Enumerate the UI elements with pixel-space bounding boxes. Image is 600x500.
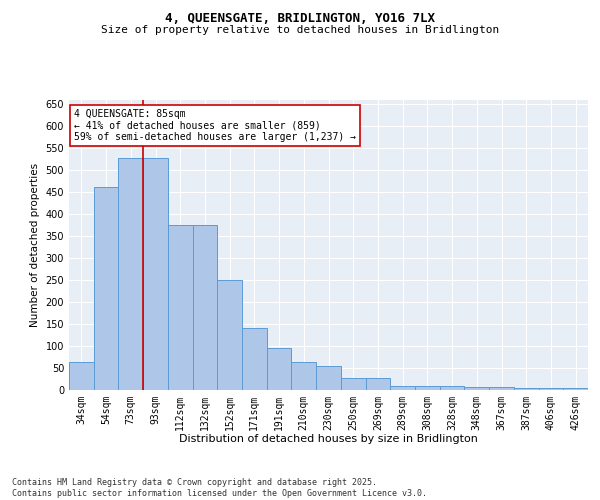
Text: Contains HM Land Registry data © Crown copyright and database right 2025.
Contai: Contains HM Land Registry data © Crown c… — [12, 478, 427, 498]
Bar — [415, 386, 440, 390]
Y-axis label: Number of detached properties: Number of detached properties — [30, 163, 40, 327]
Text: 4 QUEENSGATE: 85sqm
← 41% of detached houses are smaller (859)
59% of semi-detac: 4 QUEENSGATE: 85sqm ← 41% of detached ho… — [74, 108, 356, 142]
Bar — [193, 225, 217, 390]
Bar — [242, 328, 267, 390]
X-axis label: Distribution of detached houses by size in Bridlington: Distribution of detached houses by size … — [179, 434, 478, 444]
Bar — [267, 348, 292, 390]
Bar — [292, 362, 316, 390]
Bar — [440, 386, 464, 390]
Bar — [168, 225, 193, 390]
Bar — [539, 388, 563, 390]
Bar — [514, 388, 539, 390]
Bar — [316, 366, 341, 390]
Bar — [390, 386, 415, 390]
Bar — [69, 362, 94, 390]
Bar — [118, 158, 143, 390]
Bar — [341, 378, 365, 390]
Text: 4, QUEENSGATE, BRIDLINGTON, YO16 7LX: 4, QUEENSGATE, BRIDLINGTON, YO16 7LX — [165, 12, 435, 26]
Bar — [143, 158, 168, 390]
Bar — [365, 378, 390, 390]
Bar — [94, 186, 118, 390]
Bar — [489, 388, 514, 390]
Bar — [217, 280, 242, 390]
Text: Size of property relative to detached houses in Bridlington: Size of property relative to detached ho… — [101, 25, 499, 35]
Bar — [464, 388, 489, 390]
Bar — [563, 388, 588, 390]
